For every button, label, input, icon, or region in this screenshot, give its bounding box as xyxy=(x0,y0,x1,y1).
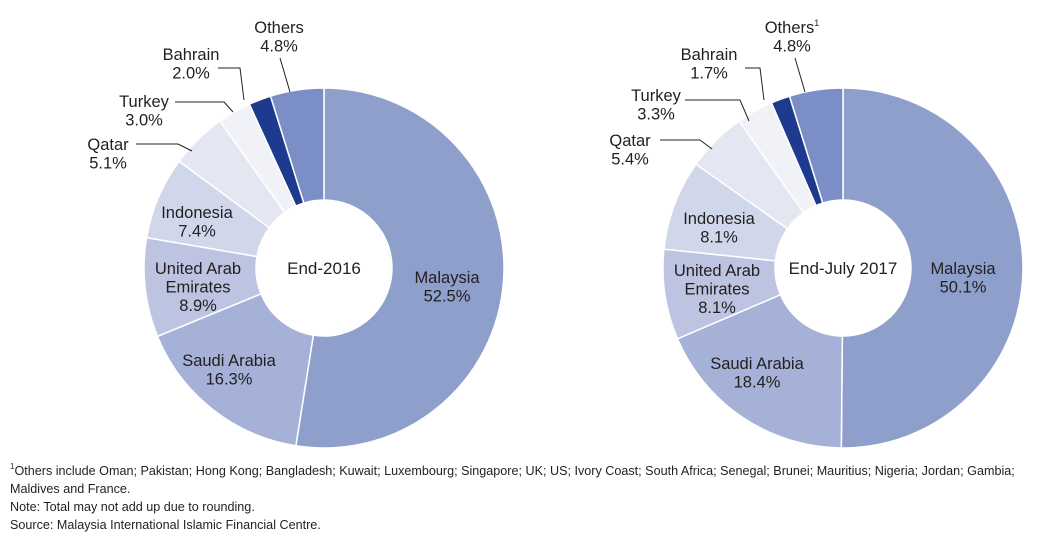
footnote-line-1: 1Others include Oman; Pakistan; Hong Kon… xyxy=(10,458,1050,480)
leader-line-qatar xyxy=(660,139,713,150)
label-qatar: Qatar 5.1% xyxy=(87,136,129,173)
label-turkey: Turkey 3.3% xyxy=(631,87,682,124)
value-label-others: 4.8% xyxy=(260,38,298,56)
value-label-qatar: 5.1% xyxy=(89,155,127,173)
label-saudi-arabia: Saudi Arabia 16.3% xyxy=(182,352,276,389)
slice-others xyxy=(269,87,325,205)
label-bahrain: Bahrain 1.7% xyxy=(681,46,738,83)
rounding-note: Note: Total may not add up due to roundi… xyxy=(10,500,255,514)
value-label-turkey: 3.0% xyxy=(125,112,163,130)
slice-saudi-arabia xyxy=(676,293,844,449)
value-label-malaysia: 52.5% xyxy=(424,288,471,306)
leader-line-qatar xyxy=(136,143,193,152)
center-label: End-July 2017 xyxy=(789,259,898,278)
label-malaysia: Malaysia 50.1% xyxy=(930,260,996,297)
leader-line-others xyxy=(794,57,806,93)
label-united-arab-emirates: United Arab Emirates 8.1% xyxy=(674,262,760,317)
leader-line-bahrain xyxy=(218,67,245,101)
footnote-marker: 1 xyxy=(10,462,15,471)
center-label: End-2016 xyxy=(287,259,361,278)
value-label-malaysia: 50.1% xyxy=(940,279,987,297)
value-label-indonesia: 7.4% xyxy=(178,223,216,241)
label-others: Others1 4.8% xyxy=(765,18,820,56)
leader-line-bahrain xyxy=(745,67,765,101)
value-label-united-arab-emirates: 8.9% xyxy=(179,297,217,315)
value-label-bahrain: 2.0% xyxy=(172,65,210,83)
chart-notes: 1Others include Oman; Pakistan; Hong Kon… xyxy=(10,458,1050,534)
footnote-text: Others include Oman; Pakistan; Hong Kong… xyxy=(14,464,1015,478)
leader-line-others xyxy=(279,57,291,93)
leader-line-turkey xyxy=(175,101,234,113)
label-bahrain: Bahrain 2.0% xyxy=(163,46,220,83)
label-indonesia: Indonesia 7.4% xyxy=(161,204,233,241)
slice-malaysia xyxy=(294,87,505,449)
leader-line-turkey xyxy=(685,99,750,122)
source-note: Source: Malaysia International Islamic F… xyxy=(10,518,321,532)
value-label-others: 4.8% xyxy=(773,38,811,56)
label-malaysia: Malaysia 52.5% xyxy=(414,269,480,306)
value-label-qatar: 5.4% xyxy=(611,151,649,169)
value-label-saudi-arabia: 18.4% xyxy=(734,374,781,392)
label-turkey: Turkey 3.0% xyxy=(119,93,170,130)
label-saudi-arabia: Saudi Arabia 18.4% xyxy=(710,355,804,392)
label-qatar: Qatar 5.4% xyxy=(609,132,651,169)
slice-saudi-arabia xyxy=(156,292,315,447)
donut-chart-2: Malaysia 50.1% Saudi Arabia 18.4% United Ara… xyxy=(609,18,1024,449)
value-label-indonesia: 8.1% xyxy=(700,229,738,247)
slice-malaysia xyxy=(840,87,1024,449)
value-label-saudi-arabia: 16.3% xyxy=(206,371,253,389)
label-indonesia: Indonesia 8.1% xyxy=(683,210,755,247)
value-label-bahrain: 1.7% xyxy=(690,65,728,83)
donut-chart-1: Malaysia 52.5% Saudi Arabia 16.3% United Ara… xyxy=(87,19,505,449)
value-label-united-arab-emirates: 8.1% xyxy=(698,299,736,317)
label-united-arab-emirates: United Arab Emirates 8.9% xyxy=(155,260,241,315)
value-label-turkey: 3.3% xyxy=(637,106,675,124)
slice-others xyxy=(788,87,844,205)
label-others: Others 4.8% xyxy=(254,19,304,56)
footnote-line-2: Maldives and France. xyxy=(10,482,131,496)
donut-charts: Malaysia 52.5% Saudi Arabia 16.3% United Ara… xyxy=(87,18,1024,449)
